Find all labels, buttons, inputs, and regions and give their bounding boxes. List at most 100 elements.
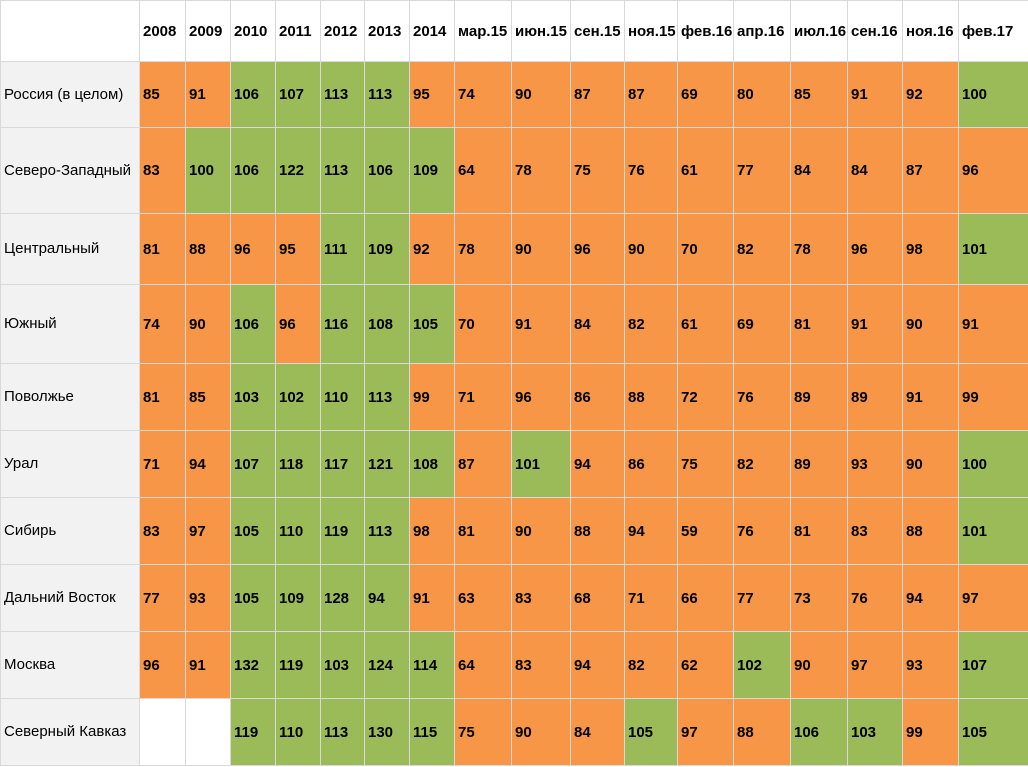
column-header: ноя.16: [902, 0, 959, 62]
table-cell: 83: [511, 631, 571, 699]
table-cell: 106: [230, 284, 276, 364]
table-cell: 61: [677, 127, 734, 214]
column-header: июн.15: [511, 0, 571, 62]
table-cell: 94: [624, 497, 678, 565]
column-header: фев.16: [677, 0, 734, 62]
table-cell: 81: [790, 497, 848, 565]
table-cell: 95: [275, 213, 321, 285]
table-cell: 94: [902, 564, 959, 632]
table-cell: 103: [230, 363, 276, 431]
table-cell: 99: [409, 363, 455, 431]
table-cell: 99: [902, 698, 959, 766]
table-cell: 96: [958, 127, 1028, 214]
table-cell: 94: [570, 430, 625, 498]
table-cell: 100: [958, 61, 1028, 128]
table-cell: 102: [275, 363, 321, 431]
column-header: сен.15: [570, 0, 625, 62]
table-cell: 87: [902, 127, 959, 214]
table-cell: 64: [454, 127, 512, 214]
table-cell: 117: [320, 430, 365, 498]
table-cell: 86: [624, 430, 678, 498]
table-cell: 80: [733, 61, 791, 128]
table-cell: 103: [320, 631, 365, 699]
column-header: 2013: [364, 0, 410, 62]
table-cell: 84: [790, 127, 848, 214]
table-cell: 68: [570, 564, 625, 632]
table-cell: 93: [902, 631, 959, 699]
table-cell: 87: [624, 61, 678, 128]
table-cell: [139, 698, 186, 766]
table-cell: 96: [847, 213, 903, 285]
table-cell: 91: [902, 363, 959, 431]
table-cell: 109: [275, 564, 321, 632]
column-header: 2011: [275, 0, 321, 62]
table-cell: [185, 698, 231, 766]
row-label: Москва: [0, 631, 140, 699]
table-cell: 69: [733, 284, 791, 364]
table-cell: 61: [677, 284, 734, 364]
table-cell: 119: [275, 631, 321, 699]
table-cell: 71: [454, 363, 512, 431]
table-cell: 99: [958, 363, 1028, 431]
table-cell: 63: [454, 564, 512, 632]
table-cell: 122: [275, 127, 321, 214]
table-cell: 106: [364, 127, 410, 214]
table-cell: 105: [624, 698, 678, 766]
table-cell: 89: [847, 363, 903, 431]
table-row: Урал 71 94 107 118 117 121 108 87 101 94 86 75 82 89 93…: [0, 430, 1028, 498]
row-label: Южный: [0, 284, 140, 364]
table-cell: 84: [847, 127, 903, 214]
table-cell: 100: [958, 430, 1028, 498]
table-cell: 91: [511, 284, 571, 364]
table-cell: 90: [511, 213, 571, 285]
table-cell: 72: [677, 363, 734, 431]
table-cell: 71: [139, 430, 186, 498]
row-label: Центральный: [0, 213, 140, 285]
table-cell: 105: [230, 564, 276, 632]
table-cell: 109: [364, 213, 410, 285]
table-cell: 113: [364, 61, 410, 128]
table-cell: 76: [847, 564, 903, 632]
table-cell: 86: [570, 363, 625, 431]
row-label: Россия (в целом): [0, 61, 140, 128]
table-row: Поволжье 81 85 103 102 110 113 99 71 96 86 88 72 76 89…: [0, 363, 1028, 431]
table-cell: 96: [570, 213, 625, 285]
table-cell: 88: [624, 363, 678, 431]
table-cell: 97: [847, 631, 903, 699]
table-cell: 88: [185, 213, 231, 285]
table-cell: 105: [958, 698, 1028, 766]
column-header: ноя.15: [624, 0, 678, 62]
table-cell: 91: [185, 631, 231, 699]
table-cell: 78: [790, 213, 848, 285]
table-cell: 109: [409, 127, 455, 214]
row-label: Северо-Западный: [0, 127, 140, 214]
table-row: Центральный 81 88 96 95 111 109 92 78 90 96 90 70 82 7…: [0, 213, 1028, 285]
table-cell: 82: [624, 631, 678, 699]
table-cell: 96: [230, 213, 276, 285]
table-cell: 77: [733, 564, 791, 632]
table-cell: 106: [230, 127, 276, 214]
table-cell: 102: [733, 631, 791, 699]
table-cell: 113: [364, 363, 410, 431]
row-label: Дальний Восток: [0, 564, 140, 632]
table-cell: 77: [733, 127, 791, 214]
table-cell: 101: [958, 497, 1028, 565]
table-cell: 116: [320, 284, 365, 364]
table-cell: 82: [733, 213, 791, 285]
table-cell: 93: [185, 564, 231, 632]
table-cell: 76: [624, 127, 678, 214]
column-header: июл.16: [790, 0, 848, 62]
row-label: Урал: [0, 430, 140, 498]
table-cell: 113: [320, 127, 365, 214]
table-cell: 97: [958, 564, 1028, 632]
table-row: Северо-Западный 83 100 106 122 113 106 109 64 78 7…: [0, 127, 1028, 214]
table-cell: 93: [847, 430, 903, 498]
table-cell: 90: [902, 430, 959, 498]
column-header: сен.16: [847, 0, 903, 62]
table-cell: 83: [511, 564, 571, 632]
table-cell: 90: [790, 631, 848, 699]
table-cell: 90: [511, 497, 571, 565]
column-header: апр.16: [733, 0, 791, 62]
table-cell: 90: [511, 698, 571, 766]
column-header: 2010: [230, 0, 276, 62]
